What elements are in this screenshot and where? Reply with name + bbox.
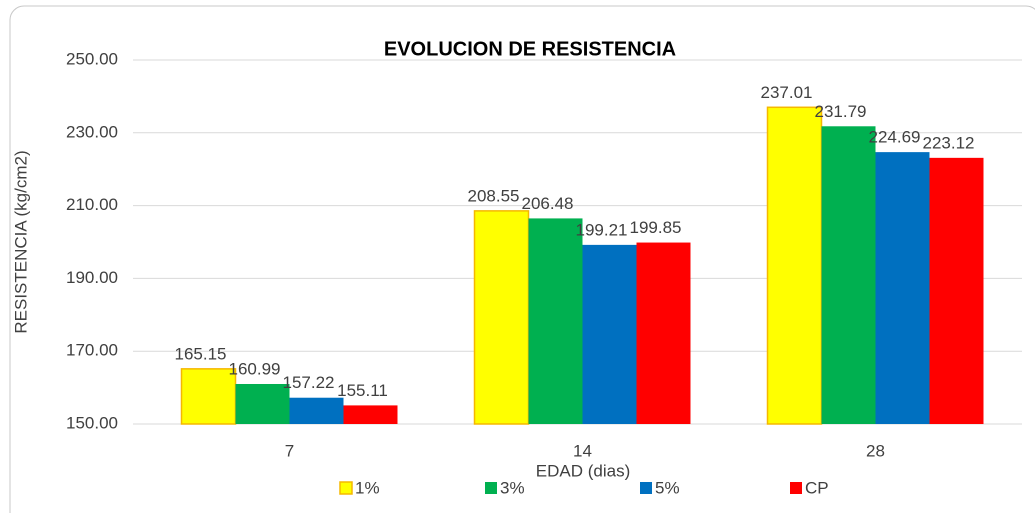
x-tick-label: 14 — [573, 441, 592, 460]
bar — [235, 383, 290, 424]
legend-label: CP — [805, 478, 829, 497]
value-label: 199.21 — [576, 220, 628, 239]
bar — [582, 244, 637, 424]
x-tick-label: 28 — [866, 441, 885, 460]
legend-label: 3% — [500, 478, 525, 497]
bar — [473, 210, 530, 425]
bar — [180, 368, 237, 425]
value-label: 165.15 — [175, 344, 227, 363]
legend-swatch — [339, 481, 353, 495]
bar — [929, 157, 984, 424]
y-tick-label: 170.00 — [66, 341, 118, 360]
bar — [343, 405, 398, 424]
legend-swatch — [790, 482, 802, 494]
x-axis-label: EDAD (dias) — [536, 461, 630, 480]
value-label: 157.22 — [283, 373, 335, 392]
value-label: 199.85 — [630, 218, 682, 237]
legend-label: 1% — [355, 478, 380, 497]
bar — [528, 218, 583, 424]
chart-title: EVOLUCION DE RESISTENCIA — [384, 38, 676, 60]
bar — [821, 126, 876, 425]
bar — [636, 242, 691, 424]
y-axis-label: RESISTENCIA (kg/cm2) — [11, 150, 30, 333]
bar — [766, 106, 823, 425]
legend-swatch — [640, 482, 652, 494]
legend-label: 5% — [655, 478, 680, 497]
bar — [875, 152, 930, 424]
value-label: 206.48 — [522, 194, 574, 213]
value-label: 155.11 — [337, 381, 388, 400]
value-label: 160.99 — [229, 359, 281, 378]
y-tick-label: 150.00 — [66, 413, 118, 432]
y-tick-label: 250.00 — [66, 49, 118, 68]
value-label: 223.12 — [923, 133, 975, 152]
bar — [289, 397, 344, 424]
value-label: 237.01 — [761, 83, 813, 102]
y-tick-label: 230.00 — [66, 122, 118, 141]
value-label: 231.79 — [815, 102, 867, 121]
y-tick-label: 190.00 — [66, 268, 118, 287]
value-label: 224.69 — [869, 128, 921, 147]
value-label: 208.55 — [468, 186, 520, 205]
legend-swatch — [485, 482, 497, 494]
x-tick-label: 7 — [285, 441, 294, 460]
y-tick-label: 210.00 — [66, 195, 118, 214]
